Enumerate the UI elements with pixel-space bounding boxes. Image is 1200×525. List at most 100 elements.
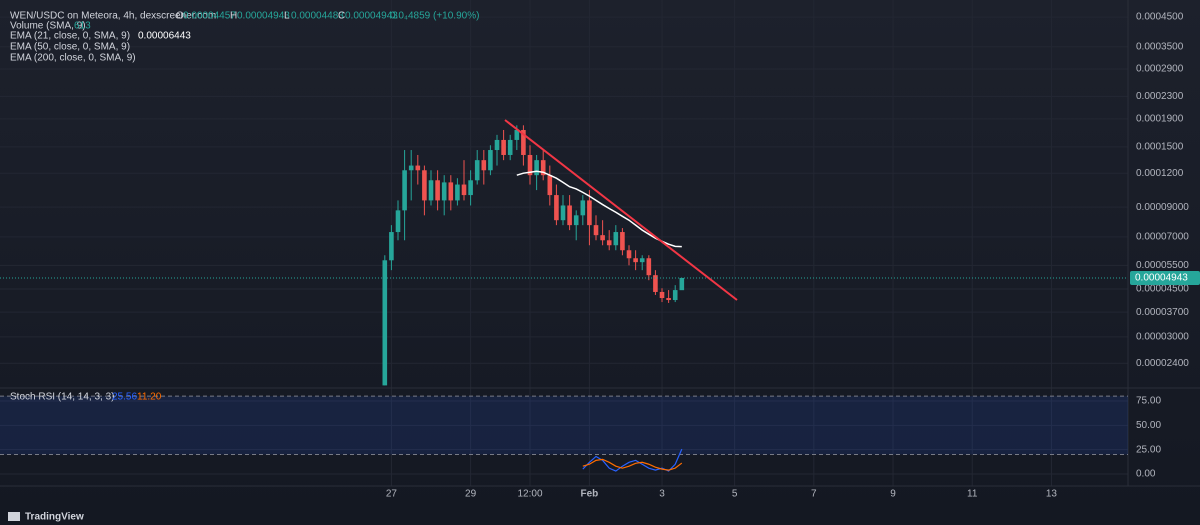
candle-body: [448, 182, 454, 201]
candle-body: [646, 258, 652, 276]
x-tick-label: Feb: [581, 489, 599, 500]
y-tick-label: 0.0002300: [1136, 91, 1184, 102]
ema-value: 0.00006443: [138, 31, 191, 42]
x-tick-label: 3: [659, 489, 665, 500]
ohlc-value: 0.00004943: [237, 11, 290, 22]
stoch-title: Stoch RSI (14, 14, 3, 3): [10, 392, 115, 403]
candle-body: [382, 260, 388, 386]
y-tick-label: 0.00002400: [1136, 358, 1189, 369]
x-tick-label: 9: [890, 489, 896, 500]
candle-body: [653, 275, 658, 292]
y-tick-label: 75.00: [1136, 396, 1161, 407]
candle-body: [422, 170, 427, 201]
x-tick-label: 7: [811, 489, 817, 500]
candle-body: [395, 210, 401, 233]
candle-body: [488, 150, 493, 171]
candle-body: [554, 195, 559, 221]
y-tick-label: 0.0004500: [1136, 12, 1184, 23]
candle-body: [600, 235, 605, 241]
ohlc-change: 0.0₄4859 (+10.90%): [390, 11, 479, 22]
ohlc-key: O: [176, 11, 184, 22]
stoch-band: [0, 396, 1128, 455]
x-tick-label: 11: [967, 489, 978, 500]
y-tick-label: 0.0002900: [1136, 64, 1184, 75]
marks: [0, 125, 1128, 472]
x-tick-label: 12:00: [517, 489, 542, 500]
y-tick-label: 25.00: [1136, 444, 1161, 455]
candle-body: [679, 277, 685, 291]
candle-body: [468, 180, 473, 196]
candle-body: [408, 165, 414, 171]
labels: 27 29 12:00 Feb 3 5 7 9 11 13 0.0004500 0.0003500 0.…: [386, 12, 1200, 500]
volume-value: 613: [74, 21, 91, 32]
candle-body: [547, 175, 553, 196]
candle-body: [402, 170, 407, 211]
candle-body: [580, 200, 586, 216]
ohlc-value: 0.00004457: [183, 11, 236, 22]
trend-line: [504, 119, 738, 301]
candle-body: [633, 258, 638, 263]
ohlc-key: H: [230, 11, 237, 22]
candle-body: [389, 232, 394, 261]
symbol-title: WEN/USDC on Meteora, 4h, dexscreener.com: [10, 11, 216, 22]
candle-body: [593, 225, 599, 236]
last-price-box: [1130, 270, 1200, 285]
y-tick-label: 0.00003000: [1136, 332, 1189, 343]
ohlc-key: C: [338, 11, 345, 22]
candle-body: [534, 160, 539, 176]
candle-body: [474, 160, 480, 181]
candle-body: [573, 215, 579, 226]
candle-body: [481, 160, 487, 171]
stoch-d-value: 11.20: [137, 392, 162, 403]
watermark: TradingView: [25, 512, 84, 523]
y-tick-label: 0.00: [1136, 469, 1156, 480]
y-tick-label: 0.00003700: [1136, 307, 1189, 318]
y-tick-label: 0.0001900: [1136, 114, 1184, 125]
y-tick-label: 0.00007000: [1136, 231, 1189, 242]
y-tick-label: 50.00: [1136, 420, 1161, 431]
candle-body: [626, 250, 632, 259]
x-tick-label: 29: [465, 489, 477, 500]
candle-body: [514, 129, 520, 140]
candle-body: [540, 160, 546, 176]
line-series: [582, 458, 683, 471]
candle-body: [666, 298, 671, 301]
y-tick-label: 0.00004500: [1136, 284, 1189, 295]
candle-body: [501, 139, 506, 155]
candle-body: [672, 290, 678, 301]
stoch-k-value: 25.56: [112, 392, 137, 403]
candle-body: [639, 258, 645, 263]
candle-body: [455, 184, 460, 201]
x-tick-label: 13: [1046, 489, 1058, 500]
ohlc-key: L: [284, 11, 290, 22]
candle-body: [606, 240, 612, 246]
ema-label: EMA (21, close, 0, SMA, 9): [10, 31, 130, 42]
candle-body: [613, 232, 619, 246]
candle-body: [527, 154, 533, 176]
candle-body: [415, 165, 421, 171]
candle-body: [659, 291, 665, 299]
grid: [0, 0, 1128, 486]
ohlc-value: 0.00004943: [345, 11, 398, 22]
ohlc-value: 0.00004483: [291, 11, 344, 22]
candle-body: [494, 139, 500, 151]
candle-body: [428, 180, 434, 201]
y-tick-label: 0.00009000: [1136, 202, 1189, 213]
logo: [8, 512, 20, 521]
candle-body: [587, 200, 592, 226]
last-price-label: 0.00004943: [1135, 273, 1188, 284]
candle-body: [567, 205, 572, 226]
candle-body: [560, 205, 566, 221]
candle-body: [620, 232, 625, 251]
y-tick-label: 0.0003500: [1136, 41, 1184, 52]
line-series: [516, 170, 682, 248]
y-tick-label: 0.00005500: [1136, 260, 1189, 271]
x-tick-label: 5: [732, 489, 738, 500]
x-tick-label: 27: [386, 489, 398, 500]
ema-label: EMA (50, close, 0, SMA, 9): [10, 42, 130, 53]
y-tick-label: 0.0001200: [1136, 168, 1184, 179]
candle-body: [507, 139, 513, 155]
